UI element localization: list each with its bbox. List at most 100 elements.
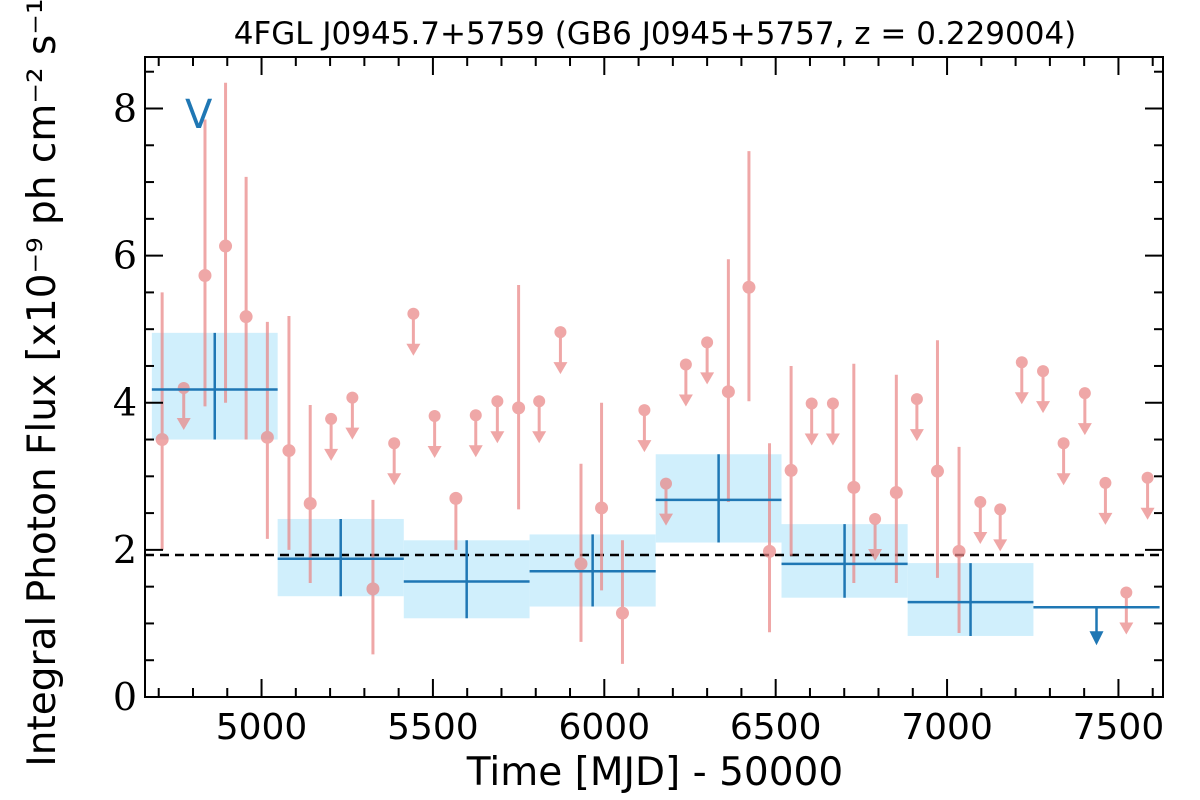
short-bin-point-37 [930, 340, 944, 578]
upper-limit-marker [346, 391, 359, 404]
short-bin-point-35 [889, 374, 903, 583]
short-bin-point-3 [219, 82, 233, 403]
plot-area [144, 56, 1164, 698]
short-bin-point-15 [468, 409, 483, 458]
short-bin-point-19 [553, 326, 568, 375]
y-tick-label: 2 [113, 528, 137, 572]
upper-limit-marker [638, 404, 651, 417]
data-marker [742, 280, 756, 294]
long-bin-point-6 [907, 563, 1034, 636]
data-marker [595, 501, 609, 515]
short-bin-point-4 [239, 176, 253, 440]
upper-limit-arrow [1119, 622, 1134, 635]
upper-limit-arrow [973, 532, 988, 545]
short-bin-point-5 [260, 321, 274, 539]
y-tick-label: 6 [113, 234, 137, 278]
short-bin-point-2 [198, 119, 212, 407]
data-marker [219, 239, 233, 253]
upper-limit-marker [407, 307, 420, 320]
short-bin-point-12 [406, 307, 421, 356]
data-marker [930, 464, 944, 478]
upper-limit-marker [1015, 356, 1028, 369]
upper-limit-arrow [1077, 423, 1092, 436]
short-bin-point-16 [490, 395, 505, 444]
upper-limit-arrow [553, 362, 568, 375]
data-marker [889, 485, 903, 499]
x-tick-label: 7500 [1073, 707, 1165, 748]
upper-limit-arrow [868, 548, 883, 561]
data-marker [847, 480, 861, 494]
short-bin-point-41 [1014, 356, 1029, 405]
upper-limit-marker [469, 409, 482, 422]
upper-limit-marker [826, 397, 839, 410]
short-bin-point-1 [176, 382, 191, 431]
data-marker [260, 430, 274, 444]
short-bin-point-23 [637, 404, 652, 453]
y-tick-label: 4 [113, 381, 137, 425]
upper-limit-marker [177, 382, 190, 395]
upper-limit-arrow [700, 372, 715, 385]
short-bin-point-40 [993, 503, 1008, 552]
upper-limit-marker [428, 409, 441, 422]
short-bin-point-6 [282, 315, 296, 550]
upper-limit-arrow [825, 433, 840, 446]
upper-limit-marker [994, 503, 1007, 516]
upper-limit-marker [1099, 476, 1112, 489]
long-bin-point-4 [655, 454, 782, 543]
upper-limit-marker [1120, 586, 1133, 599]
short-bin-point-34 [868, 512, 883, 561]
short-bin-point-7 [303, 404, 317, 583]
data-marker [721, 385, 735, 399]
short-bin-point-14 [449, 491, 463, 550]
long-bin-point-5 [781, 524, 908, 598]
upper-limit-arrow [176, 418, 191, 431]
short-bin-point-28 [742, 151, 756, 402]
upper-limit-marker [388, 437, 401, 450]
upper-limit-marker [533, 395, 546, 408]
upper-limit-marker [659, 477, 672, 490]
upper-limit-arrow [532, 431, 547, 444]
long-bin-point-1 [277, 518, 404, 597]
upper-limit-arrow [678, 394, 693, 407]
short-bin-point-21 [595, 402, 609, 591]
data-marker [763, 544, 777, 558]
x-tick-label: 7000 [901, 707, 993, 748]
short-bin-point-26 [700, 336, 715, 385]
short-bin-point-17 [512, 285, 526, 510]
data-marker [303, 497, 317, 511]
upper-limit-arrow [345, 427, 360, 440]
data-marker [198, 268, 212, 282]
plot-frame [144, 56, 1164, 698]
upper-limit-marker [1078, 387, 1091, 400]
short-bin-point-13 [427, 409, 442, 458]
upper-limit-marker [491, 395, 504, 408]
short-bin-point-36 [909, 393, 924, 442]
upper-limit-marker [554, 326, 567, 339]
x-tick-label: 5000 [216, 707, 308, 748]
data-marker [784, 463, 798, 477]
long-bin-ul-arrow [1089, 631, 1104, 646]
upper-limit-arrow [1098, 512, 1113, 525]
upper-limit-arrow [427, 445, 442, 458]
short-bin-point-32 [825, 397, 840, 446]
short-bin-point-39 [973, 496, 988, 545]
upper-limit-marker [974, 496, 987, 509]
short-bin-point-20 [574, 463, 588, 642]
upper-limit-arrow [490, 431, 505, 444]
upper-limit-arrow [658, 513, 673, 526]
short-bin-point-33 [847, 363, 861, 583]
data-marker [449, 491, 463, 505]
data-marker [952, 544, 966, 558]
short-bin-point-25 [678, 358, 693, 407]
short-bin-point-44 [1077, 387, 1092, 436]
upper-limit-marker [701, 336, 714, 349]
short-bin-point-30 [784, 365, 798, 556]
short-bin-point-45 [1098, 476, 1113, 525]
data-marker [512, 401, 526, 415]
upper-limit-arrow [1036, 401, 1051, 414]
short-bin-point-29 [763, 443, 777, 633]
upper-limit-marker [1141, 471, 1154, 484]
x-tick-label: 6500 [730, 707, 822, 748]
upper-limit-marker [679, 358, 692, 371]
